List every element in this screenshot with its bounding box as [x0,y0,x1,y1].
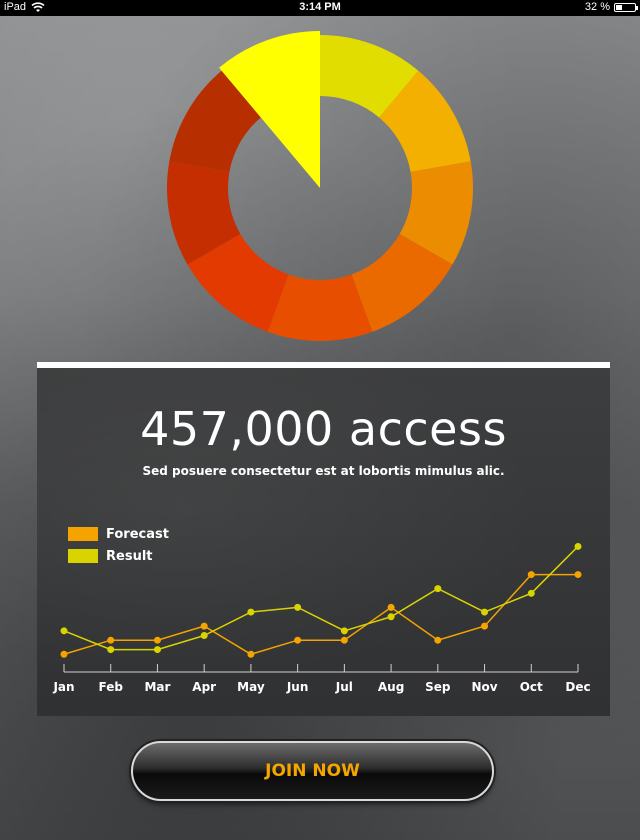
status-bar: iPad 3:14 PM 32 % [0,0,640,16]
data-point-forecast [153,636,161,644]
data-point-result [527,589,535,597]
x-tick-label: May [237,680,265,694]
x-tick-label: Sep [425,680,451,694]
donut-svg [167,31,474,341]
data-point-forecast [294,636,302,644]
data-point-forecast [574,571,582,579]
data-point-forecast [200,622,208,630]
x-tick-label: Jan [52,680,74,694]
data-point-result [340,627,348,635]
x-tick-label: Nov [471,680,497,694]
legend-item-result: Result [68,545,169,567]
data-point-forecast [247,650,255,658]
data-point-result [107,646,115,654]
data-point-result [247,608,255,616]
panel-subline: Sed posuere consectetur est at lobortis … [142,464,505,478]
legend-label-result: Result [106,548,153,564]
donut-highlight-segment [219,31,320,188]
donut-segment [351,234,453,332]
data-point-result [387,613,395,621]
legend-label-forecast: Forecast [106,526,169,542]
line-chart: Jan Feb Mar Apr May Jun Jul Aug Sep Nov Oct Dec [52,542,591,694]
donut-segment [399,161,474,265]
x-tick-label: Feb [99,680,124,694]
donut-segment [169,70,261,173]
donut-segment [320,35,419,118]
battery-percent: 32 % [584,1,610,13]
data-point-forecast [387,603,395,611]
stats-panel: Jan Feb Mar Apr May Jun Jul Aug Sep Nov Oct Dec 457… [37,362,610,716]
data-point-result [294,603,302,611]
battery-icon [614,2,638,12]
x-tick-label: Mar [144,680,170,694]
x-tick-label: Apr [192,680,216,694]
legend-item-forecast: Forecast [68,523,169,545]
data-point-forecast [340,636,348,644]
data-point-result [153,646,161,654]
data-point-forecast [107,636,115,644]
series-line-result [63,545,579,651]
x-tick-label: Jul [335,680,353,694]
chart-legend: Forecast Result [68,523,169,567]
x-tick-label: Jun [286,680,309,694]
data-point-result [60,627,68,635]
donut-chart [0,16,640,356]
device-label: iPad [4,1,27,13]
data-point-forecast [481,622,489,630]
data-point-result [200,632,208,639]
x-tick-label: Dec [565,680,590,694]
x-tick-label: Oct [520,680,543,694]
donut-segment [267,274,373,341]
data-point-forecast [527,571,535,579]
wifi-icon [31,1,45,12]
data-point-result [574,542,582,550]
donut-segment [379,70,471,173]
data-point-result [481,608,489,616]
data-point-forecast [60,650,68,658]
status-time: 3:14 PM [299,1,341,13]
legend-swatch-forecast [68,527,98,541]
data-point-forecast [434,636,442,644]
access-count-headline: 457,000 access [140,402,507,456]
data-point-result [434,585,442,593]
legend-swatch-result [68,549,98,563]
series-line-forecast [63,573,578,656]
join-now-button[interactable]: JOIN NOW [131,741,494,801]
donut-segment [187,234,289,332]
x-tick-label: Aug [378,680,404,694]
donut-segment [167,161,241,265]
